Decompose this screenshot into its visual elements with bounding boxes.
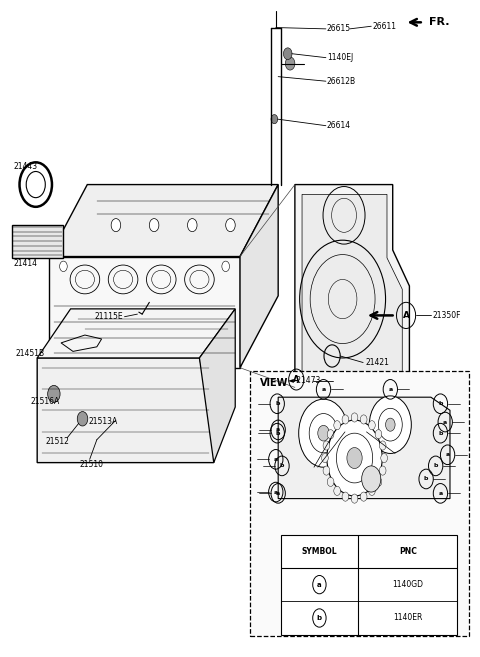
Text: b: b: [280, 463, 284, 468]
Circle shape: [379, 466, 386, 475]
Circle shape: [381, 453, 387, 463]
Text: SYMBOL: SYMBOL: [301, 547, 337, 556]
Circle shape: [322, 453, 328, 463]
Circle shape: [222, 353, 229, 363]
Text: 26615: 26615: [327, 24, 351, 34]
Circle shape: [327, 420, 382, 496]
Circle shape: [226, 219, 235, 232]
Text: 21443: 21443: [13, 162, 37, 171]
Circle shape: [318, 425, 329, 441]
Circle shape: [369, 420, 375, 430]
Circle shape: [351, 494, 358, 503]
Text: 21513A: 21513A: [88, 417, 118, 426]
Text: b: b: [438, 401, 443, 406]
Text: FR.: FR.: [429, 17, 449, 28]
Text: b: b: [317, 615, 322, 621]
Text: 1140EJ: 1140EJ: [327, 53, 353, 62]
Circle shape: [48, 386, 60, 403]
Circle shape: [375, 430, 382, 439]
Circle shape: [385, 418, 395, 431]
Text: b: b: [433, 463, 438, 468]
Text: b: b: [438, 431, 443, 436]
Text: 21512: 21512: [46, 436, 70, 445]
Circle shape: [327, 477, 334, 486]
Text: a: a: [274, 457, 278, 462]
Text: 21414: 21414: [13, 259, 37, 267]
Circle shape: [334, 486, 340, 495]
Circle shape: [188, 219, 197, 232]
Circle shape: [60, 261, 67, 271]
Circle shape: [285, 57, 295, 70]
Text: 21516A: 21516A: [30, 397, 59, 406]
Text: 21451B: 21451B: [16, 349, 45, 358]
Text: a: a: [317, 581, 322, 587]
Text: a: a: [322, 387, 325, 392]
Circle shape: [360, 492, 367, 501]
Text: b: b: [275, 431, 279, 436]
Text: a: a: [276, 428, 280, 432]
Text: A: A: [293, 375, 300, 384]
Polygon shape: [302, 194, 402, 378]
Text: a: a: [438, 491, 443, 496]
Circle shape: [323, 441, 330, 450]
Polygon shape: [37, 358, 214, 463]
Circle shape: [271, 114, 278, 124]
Text: 26611: 26611: [372, 22, 396, 31]
Text: 21350F: 21350F: [432, 311, 461, 320]
Circle shape: [342, 415, 349, 424]
Text: 21510: 21510: [79, 460, 103, 469]
Circle shape: [149, 219, 159, 232]
Text: PNC: PNC: [399, 547, 417, 556]
Text: b: b: [424, 476, 428, 482]
Circle shape: [222, 261, 229, 271]
Polygon shape: [49, 185, 278, 256]
Circle shape: [327, 430, 334, 439]
Polygon shape: [199, 309, 235, 463]
Circle shape: [334, 420, 340, 430]
Circle shape: [60, 353, 67, 363]
Circle shape: [362, 466, 381, 492]
Circle shape: [347, 447, 362, 468]
Circle shape: [369, 486, 375, 495]
FancyBboxPatch shape: [250, 371, 469, 636]
Text: a: a: [274, 489, 278, 495]
Circle shape: [283, 48, 292, 60]
Text: 21421: 21421: [365, 358, 389, 367]
Polygon shape: [278, 397, 450, 499]
Circle shape: [342, 492, 349, 501]
Text: ◄ 21473: ◄ 21473: [288, 376, 320, 386]
Text: 1140GD: 1140GD: [392, 580, 423, 589]
Circle shape: [360, 415, 367, 424]
Text: VIEW: VIEW: [260, 378, 288, 388]
Circle shape: [379, 441, 386, 450]
Polygon shape: [37, 309, 235, 358]
Circle shape: [299, 399, 348, 467]
Text: a: a: [445, 452, 450, 457]
Text: 26612B: 26612B: [327, 77, 356, 85]
Circle shape: [351, 413, 358, 422]
Text: A: A: [403, 311, 409, 320]
Text: b: b: [275, 401, 279, 406]
Text: 21115E: 21115E: [95, 312, 123, 321]
Polygon shape: [295, 185, 409, 388]
Polygon shape: [240, 185, 278, 368]
Text: a: a: [388, 387, 392, 392]
Circle shape: [323, 466, 330, 475]
Polygon shape: [12, 225, 63, 258]
Text: 26614: 26614: [327, 121, 351, 130]
Circle shape: [111, 219, 120, 232]
Text: a: a: [443, 420, 447, 424]
Bar: [281, 535, 457, 635]
Polygon shape: [49, 256, 240, 368]
Circle shape: [375, 477, 382, 486]
Circle shape: [77, 411, 88, 426]
Text: 1140ER: 1140ER: [393, 614, 422, 622]
Circle shape: [369, 396, 411, 453]
Text: a: a: [276, 491, 280, 496]
